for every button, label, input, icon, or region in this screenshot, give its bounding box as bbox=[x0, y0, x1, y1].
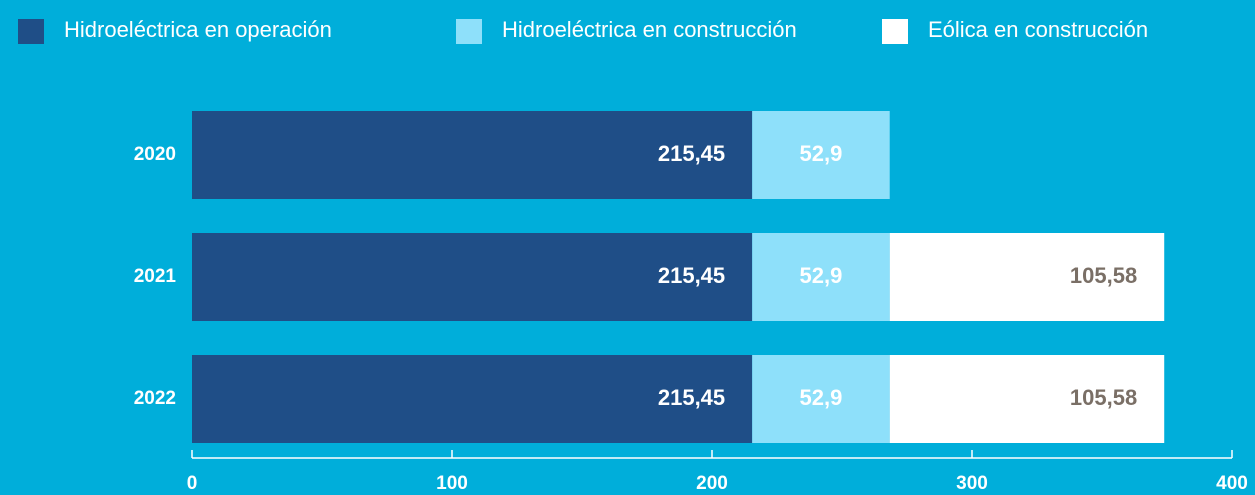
y-tick-label: 2022 bbox=[134, 388, 176, 409]
x-tick-label: 200 bbox=[696, 473, 728, 494]
y-tick-label: 2021 bbox=[134, 266, 177, 287]
value-label: 105,58 bbox=[1070, 263, 1137, 288]
value-label: 215,45 bbox=[658, 141, 725, 166]
legend-label: Hidroeléctrica en construcción bbox=[502, 17, 797, 42]
x-tick-label: 0 bbox=[187, 473, 198, 494]
value-label: 215,45 bbox=[658, 385, 725, 410]
legend-swatch bbox=[456, 19, 482, 44]
x-tick-label: 100 bbox=[436, 473, 468, 494]
value-label: 105,58 bbox=[1070, 385, 1137, 410]
bar-segment bbox=[192, 111, 753, 199]
legend-swatch bbox=[882, 19, 908, 44]
bar-segment bbox=[889, 355, 1165, 443]
bar-segment bbox=[889, 233, 1165, 321]
legend-swatch bbox=[18, 19, 44, 44]
value-label: 52,9 bbox=[800, 263, 843, 288]
bar-segment bbox=[752, 111, 890, 199]
value-label: 52,9 bbox=[800, 385, 843, 410]
y-tick-label: 2020 bbox=[134, 144, 176, 165]
bar-segment bbox=[752, 233, 890, 321]
bar-segment bbox=[192, 233, 753, 321]
x-tick-label: 400 bbox=[1216, 473, 1248, 494]
x-tick-label: 300 bbox=[956, 473, 988, 494]
bar-segment bbox=[752, 355, 890, 443]
legend-label: Eólica en construcción bbox=[928, 17, 1148, 42]
legend-label: Hidroeléctrica en operación bbox=[64, 17, 332, 42]
value-label: 215,45 bbox=[658, 263, 725, 288]
bar-segment bbox=[192, 355, 753, 443]
value-label: 52,9 bbox=[800, 141, 843, 166]
